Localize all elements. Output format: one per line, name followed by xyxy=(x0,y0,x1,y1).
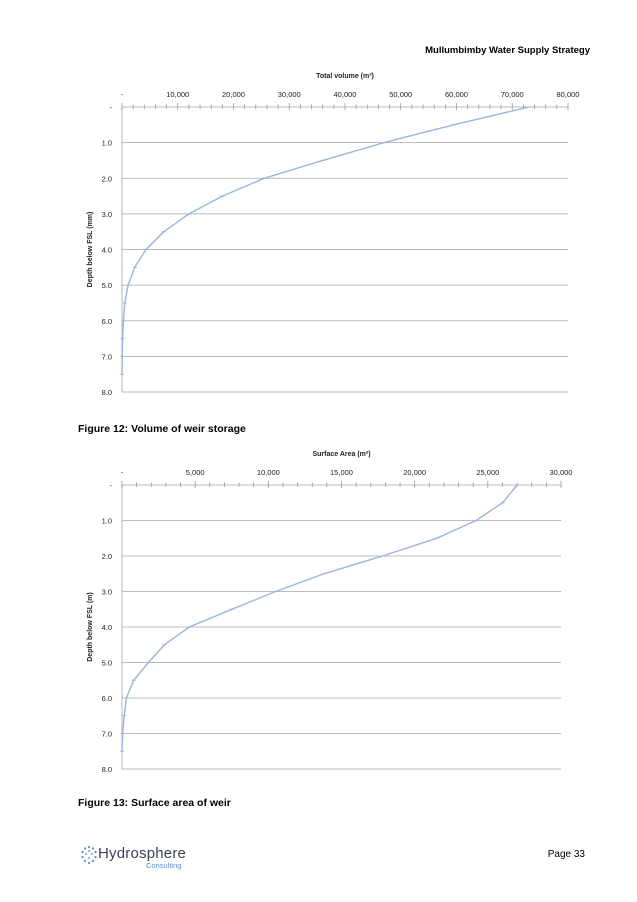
x-tick-label: 80,000 xyxy=(557,90,580,99)
x-tick-label: 30,000 xyxy=(550,468,573,477)
x-tick-label: 20,000 xyxy=(222,90,245,99)
series-line xyxy=(121,106,530,375)
x-tick-label: - xyxy=(121,90,124,99)
volume-chart: - 10,000 20,000 30,000 40,000 50,000 60,000 70,… xyxy=(87,73,580,397)
hydrosphere-logo-icon xyxy=(81,845,97,865)
surface-area-chart: - 5,000 10,000 15,000 20,000 25,000 30,000 - 1.0… xyxy=(87,451,573,774)
y-axis-title: Depth below FSL (m) xyxy=(87,592,94,661)
y-tick-label: 5.0 xyxy=(102,281,112,290)
x-tick-label: 15,000 xyxy=(330,468,353,477)
y-tick-label: - xyxy=(110,103,113,112)
x-axis-title: Surface Area (m²) xyxy=(312,451,370,458)
figure-13-caption: Figure 13: Surface area of weir xyxy=(78,797,231,809)
figure-12-caption: Figure 12: Volume of weir storage xyxy=(78,423,246,435)
y-tick-label: 5.0 xyxy=(102,659,112,668)
y-tick-label: - xyxy=(110,481,113,490)
x-tick-label: 70,000 xyxy=(501,90,524,99)
x-tick-label: 25,000 xyxy=(476,468,499,477)
x-tick-label: 30,000 xyxy=(278,90,301,99)
y-tick-label: 8.0 xyxy=(102,388,112,397)
y-tick-label: 2.0 xyxy=(102,552,112,561)
x-tick-label: 20,000 xyxy=(403,468,426,477)
x-tick-label: 40,000 xyxy=(334,90,357,99)
logo-wordmark: Hydrosphere xyxy=(98,845,187,862)
y-tick-label: 7.0 xyxy=(102,352,112,361)
document-header-title: Mullumbimby Water Supply Strategy xyxy=(425,45,590,56)
page-number: Page 33 xyxy=(547,849,585,860)
x-tick-label: 60,000 xyxy=(445,90,468,99)
y-tick-label: 4.0 xyxy=(102,623,112,632)
y-tick-label: 1.0 xyxy=(102,139,112,148)
x-tick-label: 10,000 xyxy=(166,90,189,99)
y-tick-label: 6.0 xyxy=(102,694,112,703)
y-tick-label: 3.0 xyxy=(102,210,112,219)
logo-subtitle: Consulting xyxy=(146,861,182,870)
x-tick-label: - xyxy=(121,468,124,477)
x-tick-label: 50,000 xyxy=(389,90,412,99)
series-line xyxy=(121,484,518,752)
y-axis-title: Depth below FSL (mm) xyxy=(87,212,94,288)
hydrosphere-logo: Hydrosphere Consulting xyxy=(80,845,200,871)
y-tick-label: 1.0 xyxy=(102,517,112,526)
x-tick-label: 10,000 xyxy=(257,468,280,477)
y-tick-label: 4.0 xyxy=(102,246,112,255)
y-tick-label: 8.0 xyxy=(102,765,112,774)
y-tick-label: 3.0 xyxy=(102,588,112,597)
y-tick-label: 6.0 xyxy=(102,317,112,326)
x-tick-label: 5,000 xyxy=(186,468,205,477)
y-tick-label: 7.0 xyxy=(102,730,112,739)
x-axis-title: Total volume (m³) xyxy=(316,73,374,80)
y-tick-label: 2.0 xyxy=(102,174,112,183)
